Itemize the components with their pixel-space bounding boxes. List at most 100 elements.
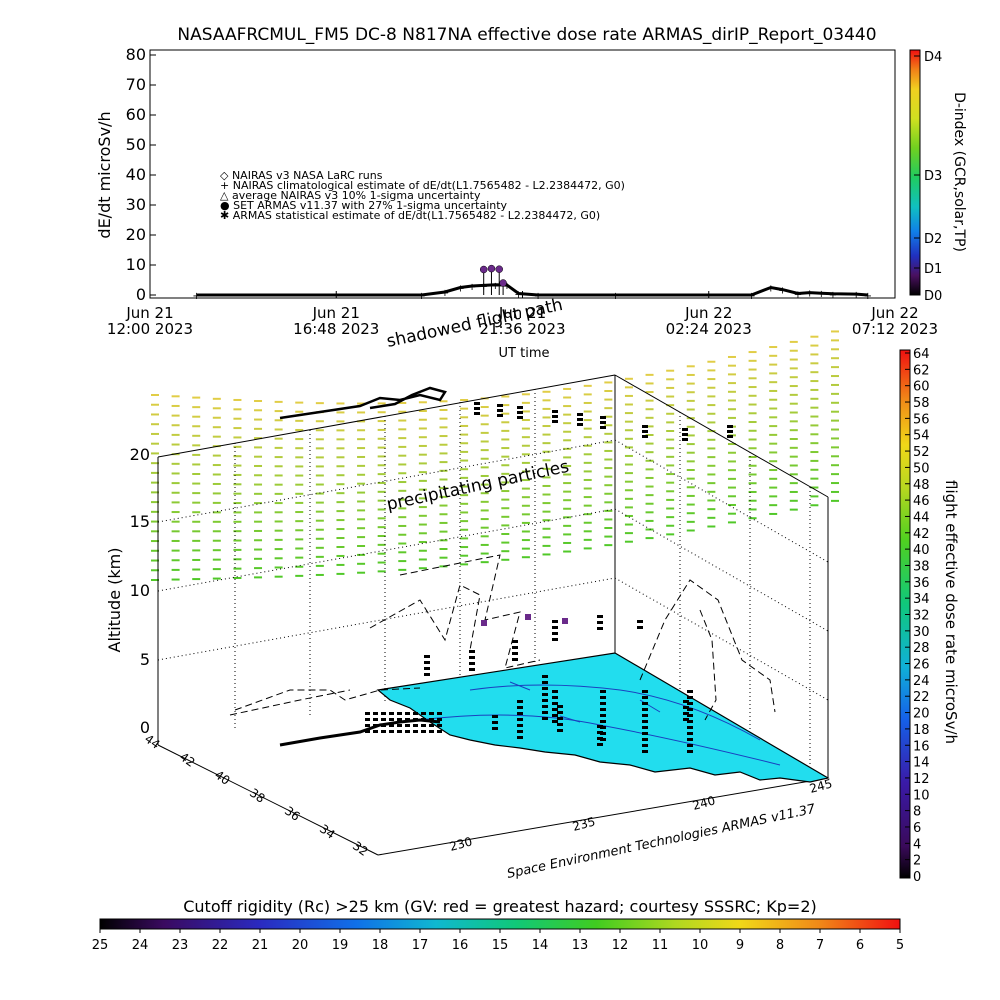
flight-point: [597, 615, 603, 618]
longitude-tick-label: 245: [808, 776, 834, 795]
dose-tick-label: 36: [913, 576, 930, 591]
legend-armas-statistical: ✱ ARMAS statistical estimate of dE/dt(L1…: [220, 209, 600, 222]
flight-point-cluster: [365, 724, 370, 727]
flight-point: [557, 723, 563, 726]
cutoff-tick-label: 17: [412, 938, 429, 953]
top-x-tick-date: Jun 21: [312, 304, 360, 322]
top-legend: ◇ NAIRAS v3 NASA LaRC runs + NAIRAS clim…: [220, 169, 625, 222]
flight-point: [600, 696, 606, 699]
flight-point: [687, 726, 693, 729]
flight-point-cluster: [429, 730, 434, 733]
flight-point-high: [727, 425, 733, 428]
series-nairas-marker: +: [503, 281, 511, 292]
flight-point-cluster: [413, 730, 418, 733]
top-x-tick-time: 12:00 2023: [107, 320, 193, 338]
shadow-path-2: [369, 584, 481, 651]
shadow-path-3: [639, 579, 776, 713]
flight-point: [637, 626, 643, 629]
top-series: + + + + + + + ++ + + ++ + + + + + + +: [192, 264, 872, 302]
flight-point: [557, 729, 563, 732]
flight-point-cluster: [437, 724, 442, 727]
flight-point-high: [682, 438, 688, 441]
flight-point: [552, 702, 558, 705]
flight-point: [687, 738, 693, 741]
flight-point: [642, 738, 648, 741]
dose-tick-label: 38: [913, 559, 930, 574]
dose-tick-label: 62: [913, 363, 930, 378]
contour-1: [469, 684, 761, 741]
dose-tick-label: 4: [913, 837, 921, 852]
flight-point-high: [727, 430, 733, 433]
altitude-label: Altitude (km): [105, 548, 124, 653]
dindex-tick-label: D2: [924, 232, 942, 247]
flight-point: [542, 717, 548, 720]
flight-point-high: [497, 414, 503, 417]
series-nairas-marker: +: [829, 290, 837, 301]
flight-point: [597, 737, 603, 740]
flight-point: [542, 711, 548, 714]
flight-point: [557, 711, 563, 714]
dindex-tick-label: D0: [924, 289, 942, 304]
flight-point: [552, 626, 558, 629]
dose-tick-label: 20: [913, 707, 930, 722]
flight-point: [642, 726, 648, 729]
flight-point: [517, 736, 523, 739]
flight-point-high: [642, 435, 648, 438]
flight-point: [552, 708, 558, 711]
cutoff-tick-label: 23: [172, 938, 189, 953]
flight-point-cluster: [365, 718, 370, 721]
legend-nairas-runs: ◇ NAIRAS v3 NASA LaRC runs: [220, 169, 383, 182]
flight-point: [542, 675, 548, 678]
flight-point-high: [600, 421, 606, 424]
series-nairas-marker: +: [864, 291, 872, 302]
flight-point-cluster: [389, 724, 394, 727]
flight-point: [600, 720, 606, 723]
top-y-tick-label: 40: [126, 165, 146, 184]
flight-point: [552, 638, 558, 641]
dose-tick-label: 50: [913, 461, 930, 476]
flight-point: [542, 693, 548, 696]
flight-point: [683, 700, 689, 703]
flight-point: [642, 744, 648, 747]
dose-tick-label: 60: [913, 380, 930, 395]
dose-tick-label: 32: [913, 609, 930, 624]
altitude-axis: 20 15 10 5 0: [130, 445, 150, 737]
flight-point-high: [642, 430, 648, 433]
flight-point-elevated: [562, 618, 568, 624]
flight-point: [642, 708, 648, 711]
flight-point: [687, 702, 693, 705]
latitude-tick-label: 42: [177, 750, 198, 770]
dindex-tick-label: D1: [924, 262, 942, 277]
cutoff-tick-label: 7: [816, 938, 824, 953]
cutoff-tick-label: 21: [252, 938, 269, 953]
longitude-tick-label: 240: [691, 793, 717, 812]
flight-point: [469, 650, 475, 653]
series-nairas-marker: +: [468, 282, 476, 293]
flight-point-high: [497, 409, 503, 412]
series-nairas-marker: +: [417, 291, 425, 302]
flight-point-cluster: [397, 718, 402, 721]
longitude-tick-label: 235: [571, 814, 597, 833]
flight-point-high: [600, 416, 606, 419]
flight-point-cluster: [389, 718, 394, 721]
flight-point: [517, 730, 523, 733]
flight-point-cluster: [437, 730, 442, 733]
top-y-tick-label: 50: [126, 135, 146, 154]
series-nairas-marker: +: [514, 290, 522, 301]
flight-point: [642, 750, 648, 753]
flight-point: [492, 727, 498, 730]
flight-point: [492, 721, 498, 724]
flight-point-cluster: [405, 718, 410, 721]
flight-point-cluster: [389, 712, 394, 715]
flight-point: [552, 696, 558, 699]
flight-point: [517, 706, 523, 709]
flight-point: [597, 627, 603, 630]
flight-point: [687, 714, 693, 717]
series-nairas-line: [196, 283, 868, 297]
cutoff-tick-label: 10: [692, 938, 709, 953]
cutoff-tick-label: 13: [572, 938, 589, 953]
flight-point-high: [600, 426, 606, 429]
box-back-left-top: [157, 374, 616, 458]
